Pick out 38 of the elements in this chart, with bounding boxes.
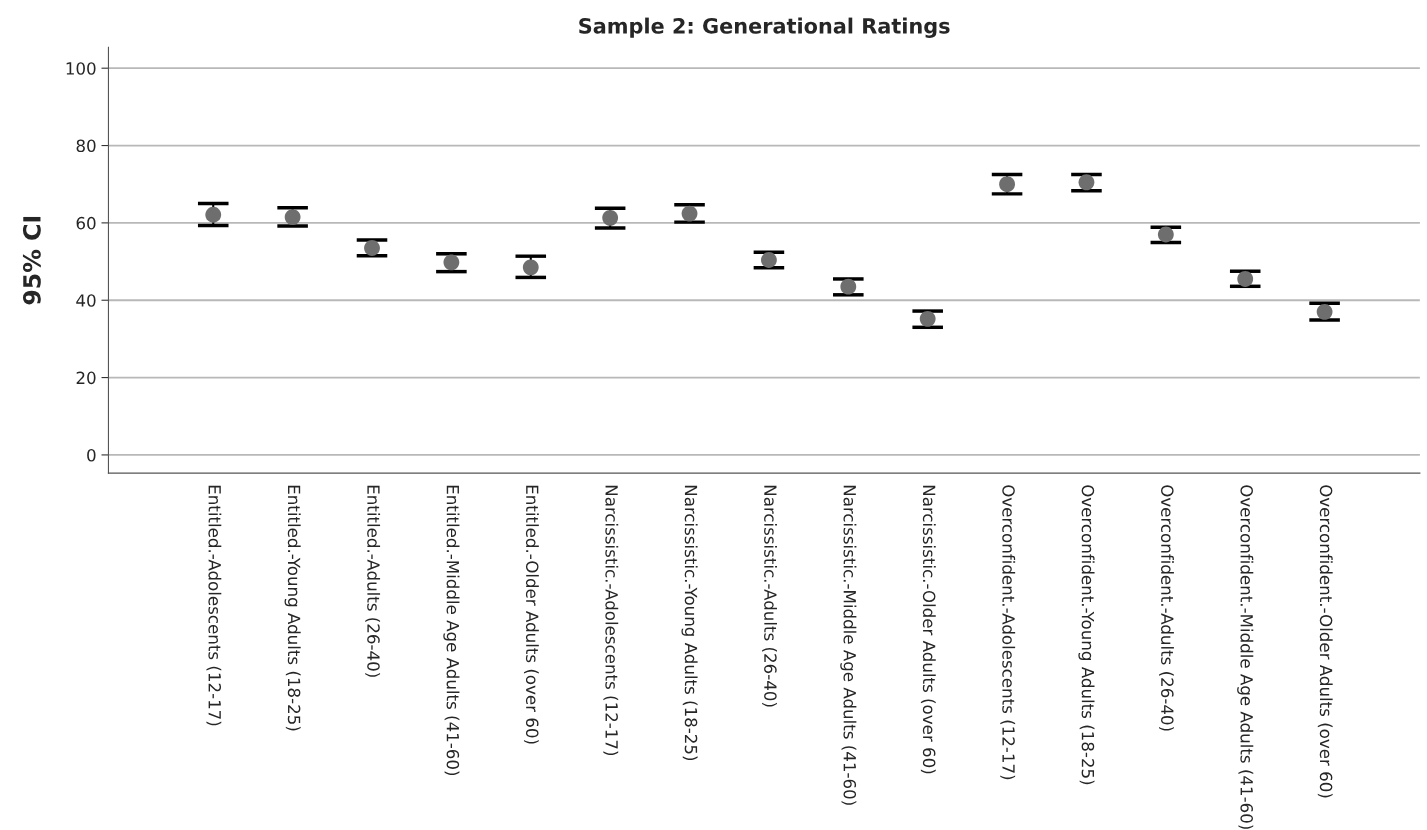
x-tick-label: Narcissistic.-Adolescents (12-17) <box>603 485 619 756</box>
point <box>840 278 857 295</box>
y-tick-label: 80 <box>76 139 96 153</box>
point <box>1237 271 1254 287</box>
y-tick-label: 100 <box>66 62 96 75</box>
x-tick-label: Narcissistic.-Older Adults (over 60) <box>920 485 936 774</box>
y-tick-label: 20 <box>76 371 96 385</box>
point <box>522 259 539 276</box>
point <box>602 209 619 226</box>
x-tick-label: Narcissistic.-Young Adults (18-25) <box>681 485 698 761</box>
x-tick-label: Narcissistic.-Middle Age Adults (41-60) <box>840 485 857 805</box>
x-tick-label: Entitled.-Middle Age Adults (41-60) <box>443 485 460 776</box>
x-tick-label: Overconfident.-Older Adults (over 60) <box>1317 485 1333 798</box>
point <box>1316 303 1333 320</box>
point <box>284 209 301 225</box>
x-tick-label: Entitled.-Adolescents (12-17) <box>206 485 222 726</box>
x-tick-label: Overconfident.-Adults (26-40) <box>1159 485 1174 731</box>
point <box>364 240 380 256</box>
y-tick-label: 0 <box>87 448 96 462</box>
x-tick-label: Entitled.-Older Adults (over 60) <box>523 485 539 744</box>
point <box>999 176 1015 193</box>
chart-title: Sample 2: Generational Ratings <box>579 17 950 38</box>
y-axis-title: 95% CI <box>22 216 41 305</box>
point <box>443 254 460 271</box>
point <box>761 252 777 268</box>
x-tick-label: Overconfident.-Middle Age Adults (41-60) <box>1237 485 1254 829</box>
x-tick-label: Overconfident.-Young Adults (18-25) <box>1078 485 1095 785</box>
point <box>205 206 222 223</box>
point <box>919 310 936 327</box>
y-tick-label: 60 <box>76 216 96 230</box>
point <box>1078 174 1095 191</box>
x-tick-label: Entitled.-Adults (26-40) <box>365 485 381 677</box>
x-tick-label: Overconfident.-Adolescents (12-17) <box>1000 485 1016 780</box>
x-tick-label: Entitled.-Young Adults (18-25) <box>284 485 301 731</box>
y-tick-label: 40 <box>76 294 96 307</box>
point <box>681 205 698 222</box>
point <box>1157 226 1174 243</box>
x-tick-label: Narcissistic.-Adults (26-40) <box>762 485 777 707</box>
